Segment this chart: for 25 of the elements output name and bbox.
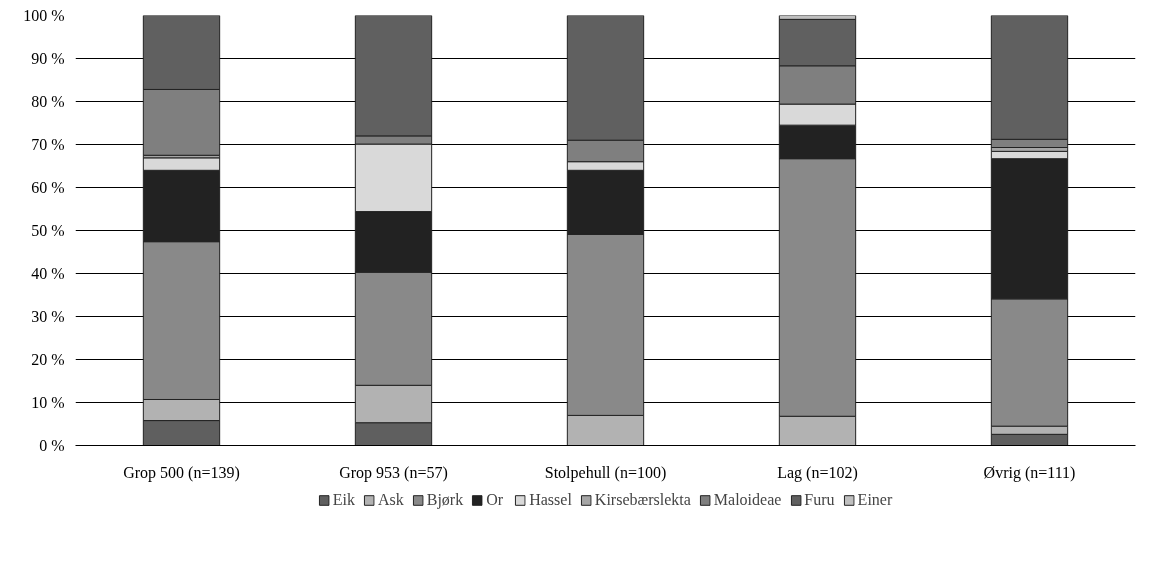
y-tick-label: 100 % bbox=[23, 7, 65, 24]
legend-label: Bjørk bbox=[426, 491, 464, 509]
x-tick-label: Grop 953 (n=57) bbox=[339, 463, 448, 482]
y-tick-label: 80 % bbox=[31, 93, 65, 110]
legend-label: Kirsebærslekta bbox=[594, 491, 691, 509]
y-tick-label: 30 % bbox=[31, 308, 65, 325]
legend-label: Hassel bbox=[529, 491, 572, 509]
x-tick-label: Grop 500 (n=139) bbox=[123, 463, 240, 482]
y-tick-label: 40 % bbox=[31, 265, 65, 282]
y-tick-label: 50 % bbox=[31, 222, 65, 239]
legend-label: Einer bbox=[857, 491, 893, 509]
y-tick-label: 90 % bbox=[31, 50, 65, 67]
legend-label: Ask bbox=[377, 491, 404, 509]
y-tick-label: 70 % bbox=[31, 136, 65, 153]
y-tick-label: 10 % bbox=[31, 394, 65, 411]
x-tick-label: Stolpehull (n=100) bbox=[544, 463, 667, 482]
y-tick-label: 60 % bbox=[31, 179, 65, 196]
legend-label: Eik bbox=[332, 491, 355, 509]
legend-label: Furu bbox=[804, 491, 835, 509]
legend-label: Maloideae bbox=[713, 491, 782, 509]
legend-label: Or bbox=[486, 491, 505, 509]
x-tick-label: Øvrig (n=111) bbox=[983, 463, 1076, 482]
x-tick-label: Lag (n=102) bbox=[777, 463, 858, 482]
y-tick-label: 0 % bbox=[39, 437, 65, 454]
y-tick-label: 20 % bbox=[31, 351, 65, 368]
